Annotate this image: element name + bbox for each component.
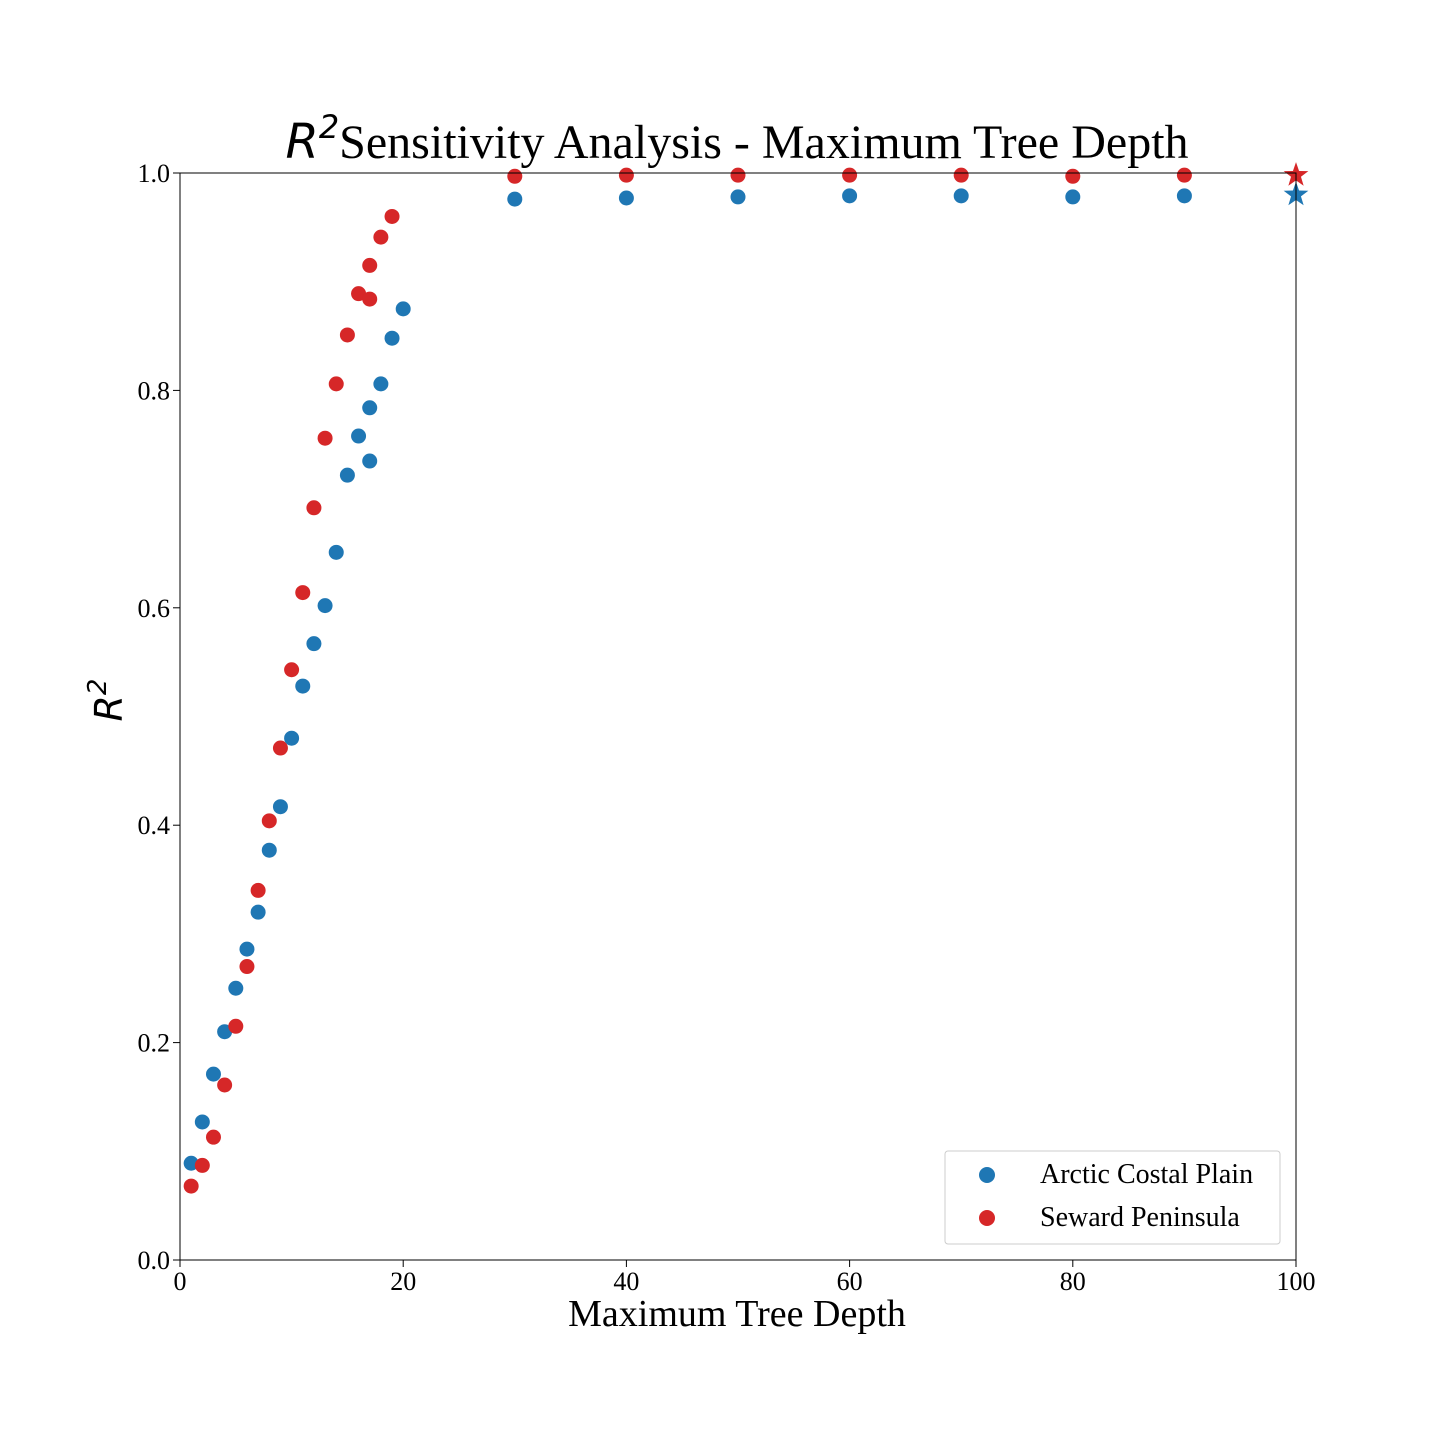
x-tick-label: 0 [174, 1267, 187, 1296]
point-seward [239, 959, 255, 975]
point-seward [953, 167, 969, 183]
legend-label-seward: Seward Peninsula [1040, 1202, 1240, 1233]
x-tick-label: 80 [1060, 1267, 1086, 1296]
y-axis-title-math: R [87, 695, 131, 721]
point-seward [194, 1157, 210, 1173]
point-arctic [373, 376, 389, 392]
point-seward [272, 740, 288, 756]
x-tick-label: 40 [613, 1267, 639, 1296]
point-arctic [328, 544, 344, 560]
point-seward [317, 430, 333, 446]
point-seward [384, 208, 400, 224]
point-arctic [239, 941, 255, 957]
x-tick-label: 60 [837, 1267, 863, 1296]
y-tick-label: 0.8 [138, 376, 171, 405]
point-arctic [261, 842, 277, 858]
point-arctic [384, 330, 400, 346]
point-arctic [507, 191, 523, 207]
point-seward [362, 291, 378, 307]
point-seward [618, 167, 634, 183]
point-arctic [295, 678, 311, 694]
legend-marker-seward [979, 1210, 995, 1226]
point-seward [1065, 168, 1081, 184]
title-math: R [285, 114, 318, 170]
title-math-sup: 2 [319, 108, 339, 146]
legend: Arctic Costal Plain Seward Peninsula [944, 1150, 1281, 1245]
x-tick-label: 100 [1277, 1267, 1316, 1296]
point-arctic [362, 453, 378, 469]
point-arctic [730, 189, 746, 205]
point-arctic [362, 400, 378, 416]
x-axis-title: Maximum Tree Depth [568, 1293, 906, 1335]
point-seward [842, 167, 858, 183]
point-seward [1176, 167, 1192, 183]
point-arctic [842, 188, 858, 204]
point-seward [328, 376, 344, 392]
y-tick-label: 0.4 [138, 811, 171, 840]
y-axis-title: R2 [83, 679, 131, 722]
point-arctic [228, 980, 244, 996]
point-arctic [272, 799, 288, 815]
point-seward [306, 500, 322, 516]
point-arctic [194, 1114, 210, 1130]
point-arctic [618, 190, 634, 206]
point-seward [295, 585, 311, 601]
y-tick-label: 0.6 [138, 594, 171, 623]
point-arctic [205, 1066, 221, 1082]
point-seward [284, 662, 300, 678]
point-arctic [1065, 189, 1081, 205]
point-seward [373, 229, 389, 245]
point-arctic [317, 598, 333, 614]
y-axis-ticks: 0.0 0.2 0.4 0.6 0.8 1.0 [138, 159, 180, 1275]
point-seward [730, 167, 746, 183]
legend-box [944, 1150, 1281, 1245]
point-seward [205, 1129, 221, 1145]
point-arctic [183, 1155, 199, 1171]
point-arctic [284, 730, 300, 746]
point-seward [250, 882, 266, 898]
data-points [183, 162, 1309, 1194]
point-arctic [1176, 188, 1192, 204]
point-arctic [395, 301, 411, 317]
x-axis-ticks: 0 20 40 60 80 100 [174, 1260, 1316, 1296]
point-seward [217, 1077, 233, 1093]
chart-title: R2Sensitivity Analysis - Maximum Tree De… [285, 108, 1188, 170]
point-seward [228, 1018, 244, 1034]
x-tick-label: 20 [390, 1267, 416, 1296]
y-tick-label: 1.0 [138, 159, 171, 188]
legend-label-arctic: Arctic Costal Plain [1040, 1159, 1253, 1190]
point-seward [339, 327, 355, 343]
point-seward [351, 286, 367, 302]
point-arctic [250, 904, 266, 920]
point-arctic [953, 188, 969, 204]
y-tick-label: 0.2 [138, 1029, 171, 1058]
title-text: Sensitivity Analysis - Maximum Tree Dept… [339, 116, 1188, 169]
point-seward [261, 813, 277, 829]
point-arctic [306, 636, 322, 652]
point-seward [507, 168, 523, 184]
point-arctic [351, 428, 367, 444]
point-arctic [339, 467, 355, 483]
point-arctic [217, 1024, 233, 1040]
plot-frame [179, 172, 1297, 1261]
y-axis-title-sup: 2 [83, 679, 113, 696]
legend-marker-arctic [979, 1167, 995, 1183]
point-seward [362, 257, 378, 273]
point-seward [183, 1178, 199, 1194]
y-tick-label: 0.0 [138, 1246, 171, 1275]
